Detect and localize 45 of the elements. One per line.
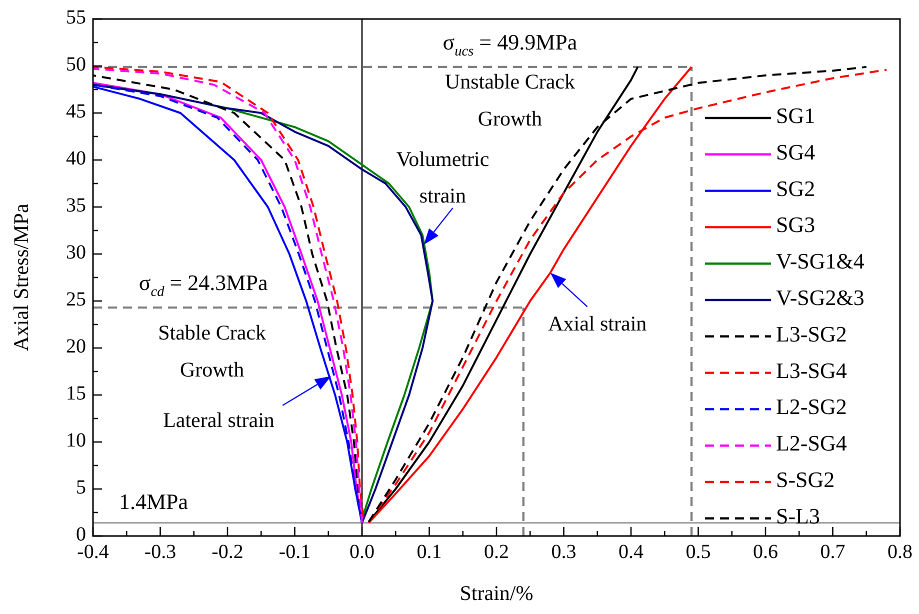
x-tick-label: -0.3 (144, 541, 176, 563)
legend-label: S-SG2 (776, 467, 835, 492)
x-tick-label: 0.3 (551, 541, 576, 563)
legend-label: SG2 (776, 176, 816, 201)
ref-line-label: 1.4MPa (118, 489, 188, 514)
legend-label: V-SG2&3 (776, 285, 864, 310)
y-tick-label: 45 (66, 100, 86, 123)
x-tick-label: 0.8 (888, 541, 912, 563)
y-tick-label: 5 (76, 476, 86, 499)
legend-label: L3-SG4 (776, 358, 847, 383)
x-tick-label: 0.5 (686, 541, 711, 563)
legend-label: V-SG1&4 (776, 248, 864, 274)
annotation: Volumetric strain (396, 146, 490, 208)
legend-label: L3-SG2 (776, 321, 847, 346)
ref-line-label: σ$_{cd}$ = 24.3MPa (138, 270, 268, 300)
y-tick-label: 15 (66, 382, 86, 405)
y-tick-label: 55 (66, 6, 86, 29)
y-tick-label: 40 (66, 148, 86, 170)
legend-label: SG4 (776, 139, 816, 164)
annotation: Lateral strain (163, 408, 275, 432)
y-tick-label: 20 (66, 336, 86, 358)
y-tick-label: 25 (66, 288, 86, 311)
legend-label: L2-SG4 (776, 430, 847, 456)
annotation: Unstable Crack Growth (444, 70, 576, 130)
annotation: Stable Crack Growth (158, 320, 266, 382)
legend-label: SG3 (776, 212, 816, 238)
legend-label: L2-SG2 (776, 394, 847, 420)
x-tick-label: 0.6 (753, 541, 778, 563)
legend-label: SG1 (776, 103, 816, 128)
legend-label: S-L3 (776, 503, 820, 528)
annotation: Axial strain (548, 311, 648, 336)
y-tick-label: 35 (66, 194, 86, 217)
x-tick-label: -0.1 (278, 541, 311, 563)
x-axis-title: Strain/% (460, 581, 534, 605)
y-axis-title: Axial Stress/MPa (9, 203, 33, 352)
y-tick-label: 10 (66, 430, 86, 452)
x-tick-label: 0.1 (416, 541, 442, 563)
x-tick-label: 0.4 (618, 541, 644, 563)
ref-line-label: σ$_{ucs}$ = 49.9MPa (442, 29, 578, 60)
x-tick-label: 0.0 (350, 541, 374, 563)
x-tick-label: 0.7 (820, 541, 846, 563)
y-tick-label: 30 (66, 242, 86, 264)
y-tick-label: 50 (66, 54, 86, 76)
x-tick-label: 0.2 (484, 541, 509, 563)
x-tick-label: -0.2 (212, 541, 244, 563)
